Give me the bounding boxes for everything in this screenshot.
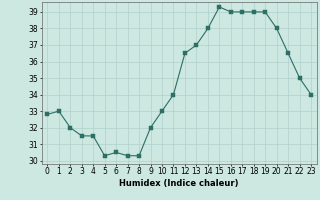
X-axis label: Humidex (Indice chaleur): Humidex (Indice chaleur) — [119, 179, 239, 188]
